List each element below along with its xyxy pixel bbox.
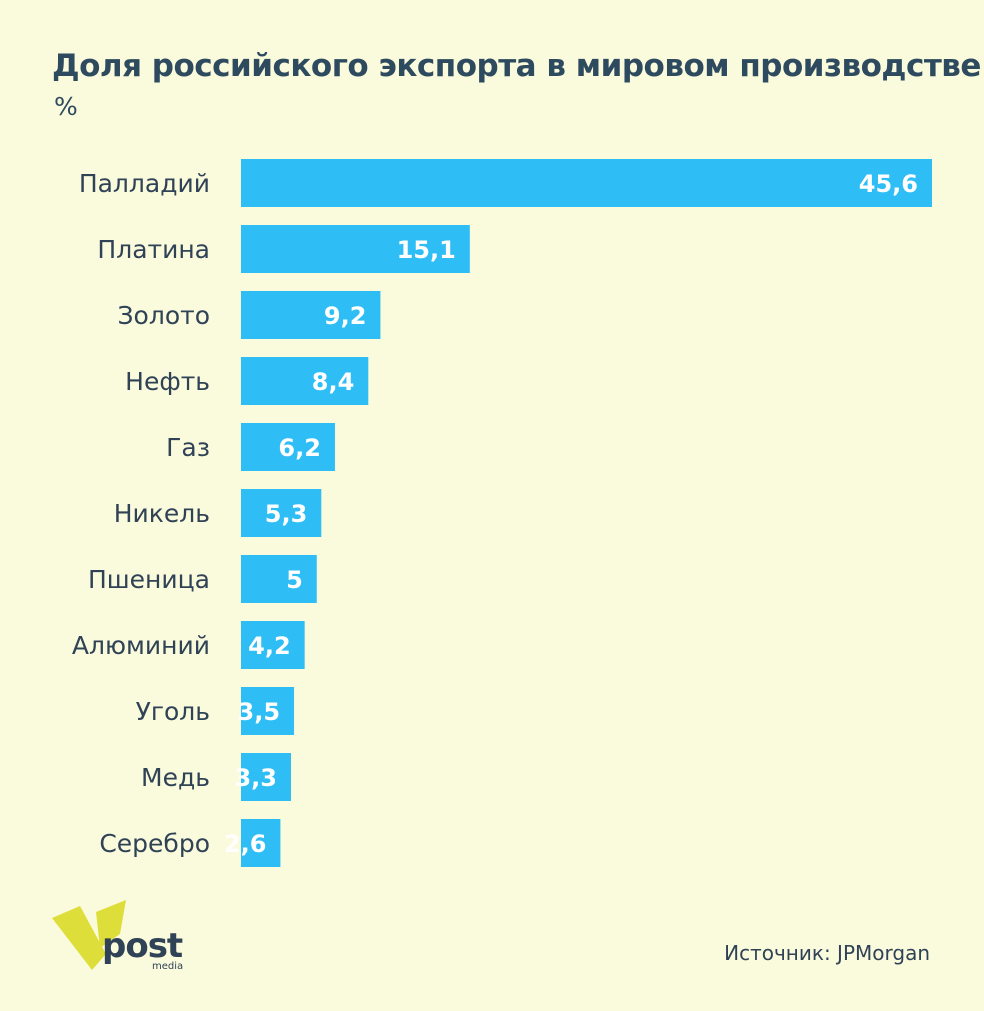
bar — [241, 357, 369, 405]
category-label: Алюминий — [72, 631, 210, 660]
logo-subtext: media — [152, 961, 184, 972]
value-label: 5 — [286, 566, 303, 594]
category-label: Золото — [118, 301, 210, 330]
value-label: 2,6 — [224, 830, 267, 858]
category-label: Нефть — [125, 367, 210, 396]
bar — [241, 225, 470, 273]
category-label: Пшеница — [88, 565, 210, 594]
bar — [241, 159, 932, 207]
bar — [241, 555, 317, 603]
value-label: 15,1 — [397, 236, 456, 264]
category-label: Газ — [166, 433, 210, 462]
bar — [241, 621, 305, 669]
value-label: 45,6 — [859, 170, 918, 198]
postmedia-logo-icon — [52, 900, 126, 970]
value-label: 8,4 — [312, 368, 355, 396]
value-label: 9,2 — [324, 302, 367, 330]
logo-text: post — [102, 926, 183, 966]
bar — [241, 753, 292, 801]
value-label: 3,3 — [234, 764, 277, 792]
chart-title: Доля российского экспорта в мировом прои… — [52, 48, 981, 84]
category-label: Платина — [97, 235, 210, 264]
bar — [241, 687, 295, 735]
source-label: Источник: JPMorgan — [724, 941, 930, 965]
category-label: Уголь — [136, 697, 210, 726]
value-label: 6,2 — [278, 434, 321, 462]
value-label: 5,3 — [265, 500, 308, 528]
bar — [241, 819, 281, 867]
category-label: Палладий — [79, 169, 210, 198]
category-label: Медь — [141, 763, 210, 792]
category-label: Никель — [114, 499, 210, 528]
category-label: Серебро — [99, 829, 210, 858]
bar — [241, 423, 335, 471]
value-label: 3,5 — [238, 698, 281, 726]
bar — [241, 489, 322, 537]
value-label: 4,2 — [248, 632, 291, 660]
chart-subtitle: % — [54, 92, 78, 121]
bar — [241, 291, 381, 339]
